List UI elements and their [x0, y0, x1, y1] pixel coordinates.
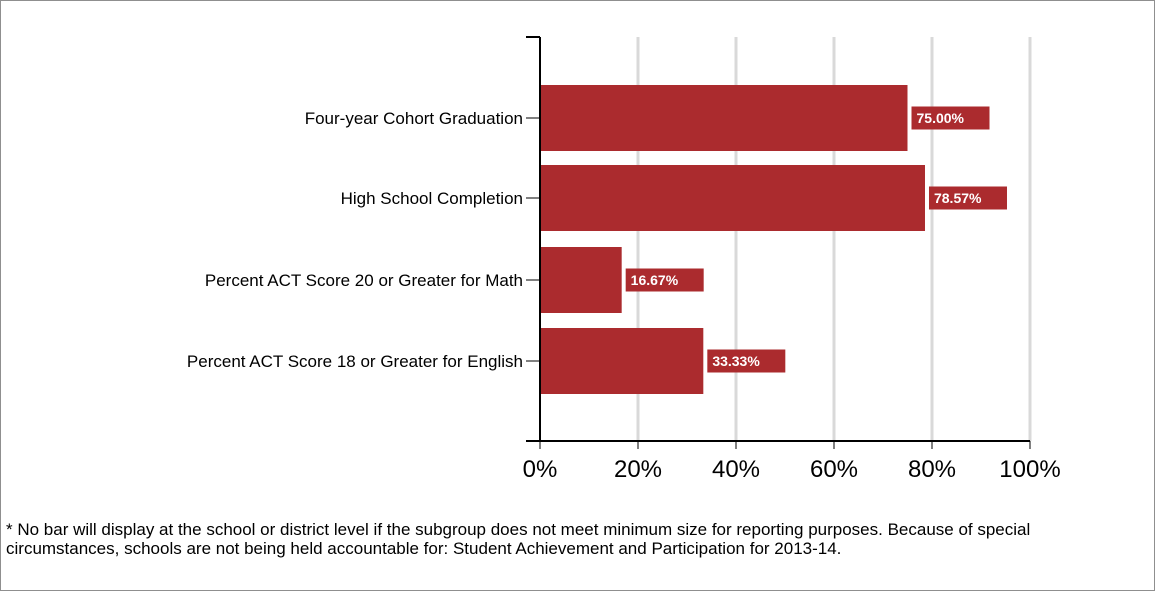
bar-1: [540, 165, 925, 231]
data-label-0: 75.00%: [917, 110, 965, 126]
category-label-2: Percent ACT Score 20 or Greater for Math: [205, 271, 523, 290]
data-label-box-0: [911, 106, 990, 130]
data-label-box-1: [928, 186, 1007, 210]
x-tick-label-80: 80%: [908, 456, 956, 483]
data-label-box-2: [625, 268, 704, 292]
data-label-2: 16.67%: [631, 272, 679, 288]
footnote: * No bar will display at the school or d…: [6, 520, 1031, 558]
labels: 75.00% 78.57% 16.67% 33.33% Four-year Cohort…: [187, 106, 1061, 483]
data-label-3: 33.33%: [712, 353, 760, 369]
x-tick-label-40: 40%: [712, 456, 760, 483]
axes: [526, 36, 1031, 449]
category-label-3: Percent ACT Score 18 or Greater for Engl…: [187, 352, 523, 371]
bar-3: [540, 328, 704, 394]
x-tick-label-20: 20%: [614, 456, 662, 483]
x-tick-label-100: 100%: [999, 456, 1060, 483]
bar-2: [540, 247, 622, 313]
category-label-1: High School Completion: [341, 189, 523, 208]
data-label-box-3: [707, 349, 786, 373]
x-tick-label-0: 0%: [523, 456, 558, 483]
bar-0: [540, 85, 908, 151]
bars: [540, 85, 925, 394]
data-label-1: 78.57%: [934, 190, 982, 206]
category-label-0: Four-year Cohort Graduation: [305, 109, 523, 128]
x-tick-label-60: 60%: [810, 456, 858, 483]
bar-chart: 75.00% 78.57% 16.67% 33.33% Four-year Cohort…: [187, 36, 1061, 483]
